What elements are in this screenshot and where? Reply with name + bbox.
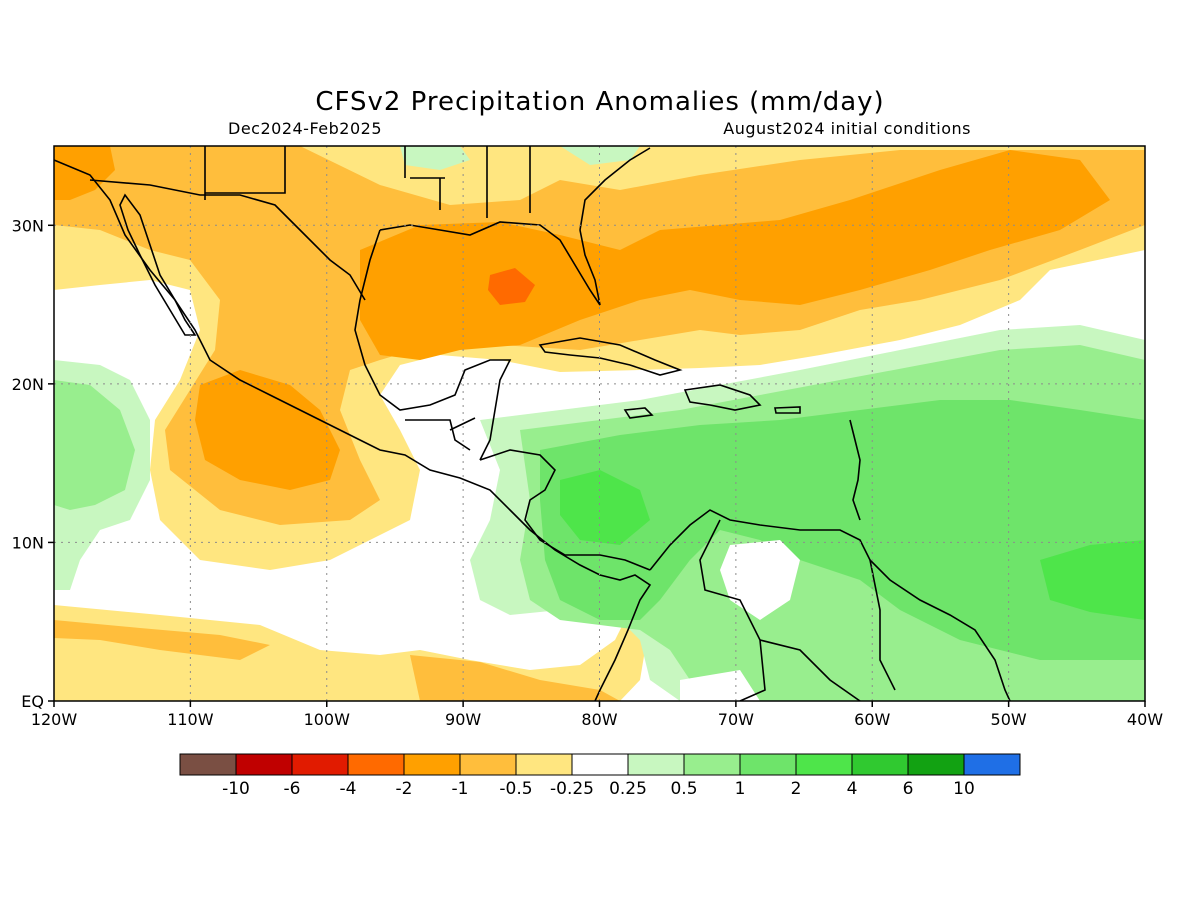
colorbar-swatch	[683, 753, 741, 776]
map-gridlines	[54, 146, 1145, 701]
lon-tick-label: 50W	[991, 710, 1027, 729]
colorbar-swatch	[795, 753, 853, 776]
colorbar-swatch	[235, 753, 293, 776]
colorbar-label: -0.25	[550, 779, 594, 799]
colorbar-swatch	[739, 753, 797, 776]
central-america-east	[479, 449, 651, 571]
us-atlantic-coast	[579, 147, 651, 231]
colorbar-swatch	[963, 753, 1021, 776]
colorbar-swatch	[515, 753, 573, 776]
lon-tick-label: 80W	[581, 710, 617, 729]
colorbar-label: -4	[340, 779, 357, 799]
colorbar-label: 2	[791, 779, 802, 799]
us-mexico-border	[89, 179, 366, 301]
colorbar-label: 0.5	[670, 779, 697, 799]
lon-tick-label: 40W	[1127, 710, 1163, 729]
lon-tick-label: 70W	[718, 710, 754, 729]
cuba	[538, 337, 683, 376]
lesser-antilles	[849, 419, 861, 521]
south-america-interior	[699, 519, 896, 701]
lon-tick-label: 60W	[854, 710, 890, 729]
colorbar-swatch	[459, 753, 517, 776]
colorbar-label: -6	[284, 779, 301, 799]
colorbar-label: -0.5	[499, 779, 532, 799]
gulf-coast	[379, 221, 601, 306]
longitude-axis: 120W 110W 100W 90W 80W 70W 60W 50W 40W	[31, 701, 1163, 729]
colorbar-swatch	[347, 753, 405, 776]
colorbar: -10 -6 -4 -2 -1 -0.5 -0.25 0.25 0.5 1 2 4 6 10	[179, 753, 1021, 799]
jamaica	[623, 407, 654, 419]
lon-tick-label: 120W	[31, 710, 78, 729]
colorbar-swatch	[851, 753, 909, 776]
lat-tick-label: EQ	[21, 692, 44, 711]
colorbar-swatch	[627, 753, 685, 776]
colorbar-label: 1	[735, 779, 746, 799]
lat-tick-label: 20N	[12, 375, 44, 394]
colorbar-label: 10	[953, 779, 975, 799]
lat-tick-label: 10N	[12, 533, 44, 552]
wet-anomaly-east-pacific-inner	[54, 380, 135, 510]
figure-title: CFSv2 Precipitation Anomalies (mm/day)	[315, 87, 884, 117]
central-america-borders	[405, 417, 476, 451]
coastlines	[54, 146, 1011, 701]
hispaniola	[683, 384, 762, 411]
map-panel	[54, 146, 1145, 701]
wet-anomaly-caribbean-inner	[540, 400, 1145, 660]
lon-tick-label: 100W	[304, 710, 351, 729]
neutral-anomaly-south-america	[680, 540, 800, 701]
colorbar-swatch	[179, 753, 237, 776]
dry-anomaly-south-band-core	[54, 620, 620, 701]
colorbar-swatch	[907, 753, 965, 776]
dry-anomaly-mexico	[195, 370, 340, 490]
colorbar-swatch	[291, 753, 349, 776]
gulf-coast-mexico	[354, 229, 512, 461]
wet-anomaly-atlantic-core	[560, 470, 1145, 620]
dry-anomaly-core	[360, 150, 1110, 360]
lat-tick-label: 30N	[12, 216, 44, 235]
us-state-lines	[204, 146, 531, 218]
colorbar-label: 0.25	[609, 779, 647, 799]
colorbar-label: -1	[452, 779, 469, 799]
south-america-north	[649, 509, 1011, 701]
initial-conditions-label: August2024 initial conditions	[723, 119, 971, 138]
colorbar-label: 4	[847, 779, 858, 799]
latitude-axis: EQ 10N 20N 30N	[12, 216, 54, 711]
lon-tick-label: 110W	[167, 710, 214, 729]
season-label: Dec2024-Feb2025	[228, 119, 382, 138]
wet-anomaly-us-north	[400, 146, 640, 170]
puerto-rico	[774, 406, 801, 414]
colorbar-label: -2	[396, 779, 413, 799]
dry-anomaly-florida	[488, 268, 535, 305]
colorbar-label: 6	[903, 779, 914, 799]
lon-tick-label: 90W	[445, 710, 481, 729]
colorbar-label: -10	[222, 779, 250, 799]
colorbar-swatch	[571, 753, 629, 776]
colorbar-swatch	[403, 753, 461, 776]
